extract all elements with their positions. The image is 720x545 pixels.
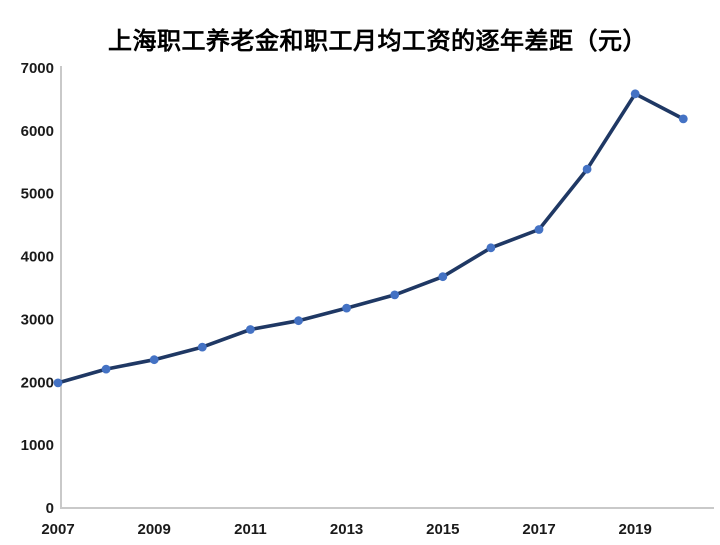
x-axis-tick-label: 2019: [619, 521, 652, 538]
y-axis-tick-label: 6000: [21, 123, 54, 140]
data-point: [197, 342, 207, 352]
data-point: [53, 378, 63, 388]
x-axis-tick-label: 2015: [426, 521, 459, 538]
x-axis-tick-label: 2013: [330, 521, 363, 538]
chart-title: 上海职工养老金和职工月均工资的逐年差距（元）: [108, 28, 647, 55]
y-axis-tick-label: 0: [46, 500, 54, 517]
y-axis-tick-label: 5000: [21, 186, 54, 203]
y-axis-tick-label: 3000: [21, 311, 54, 328]
data-point: [486, 243, 496, 253]
y-axis-tick-label: 1000: [21, 437, 54, 454]
data-point: [342, 303, 351, 313]
x-axis-tick-label: 2007: [41, 521, 74, 538]
data-line: [56, 92, 686, 385]
data-point: [582, 164, 592, 174]
y-axis-tick-label: 7000: [21, 60, 54, 77]
y-axis-tick-label: 2000: [21, 374, 54, 391]
x-axis-tick-label: 2009: [138, 521, 171, 538]
data-point: [630, 89, 640, 99]
data-point: [294, 316, 303, 326]
y-axis-tick-label: 4000: [21, 249, 54, 266]
data-point: [149, 355, 159, 365]
data-point: [678, 114, 688, 124]
data-point: [246, 325, 255, 334]
data-point: [390, 290, 400, 300]
data-point: [438, 272, 448, 282]
x-axis-tick-label: 2011: [234, 521, 267, 538]
x-axis-tick-label: 2017: [522, 521, 555, 538]
data-point: [534, 225, 544, 234]
data-point: [101, 364, 111, 374]
